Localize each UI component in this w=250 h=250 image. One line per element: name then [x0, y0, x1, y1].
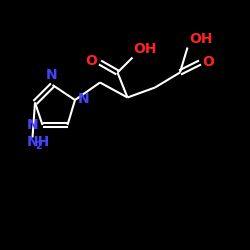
Text: OH: OH [189, 32, 212, 46]
Text: N: N [26, 118, 38, 132]
Text: O: O [202, 56, 214, 70]
Text: 2: 2 [36, 141, 42, 151]
Text: N: N [78, 92, 90, 106]
Text: N: N [46, 68, 57, 82]
Text: NH: NH [26, 136, 50, 149]
Text: O: O [86, 54, 98, 68]
Text: OH: OH [134, 42, 157, 56]
